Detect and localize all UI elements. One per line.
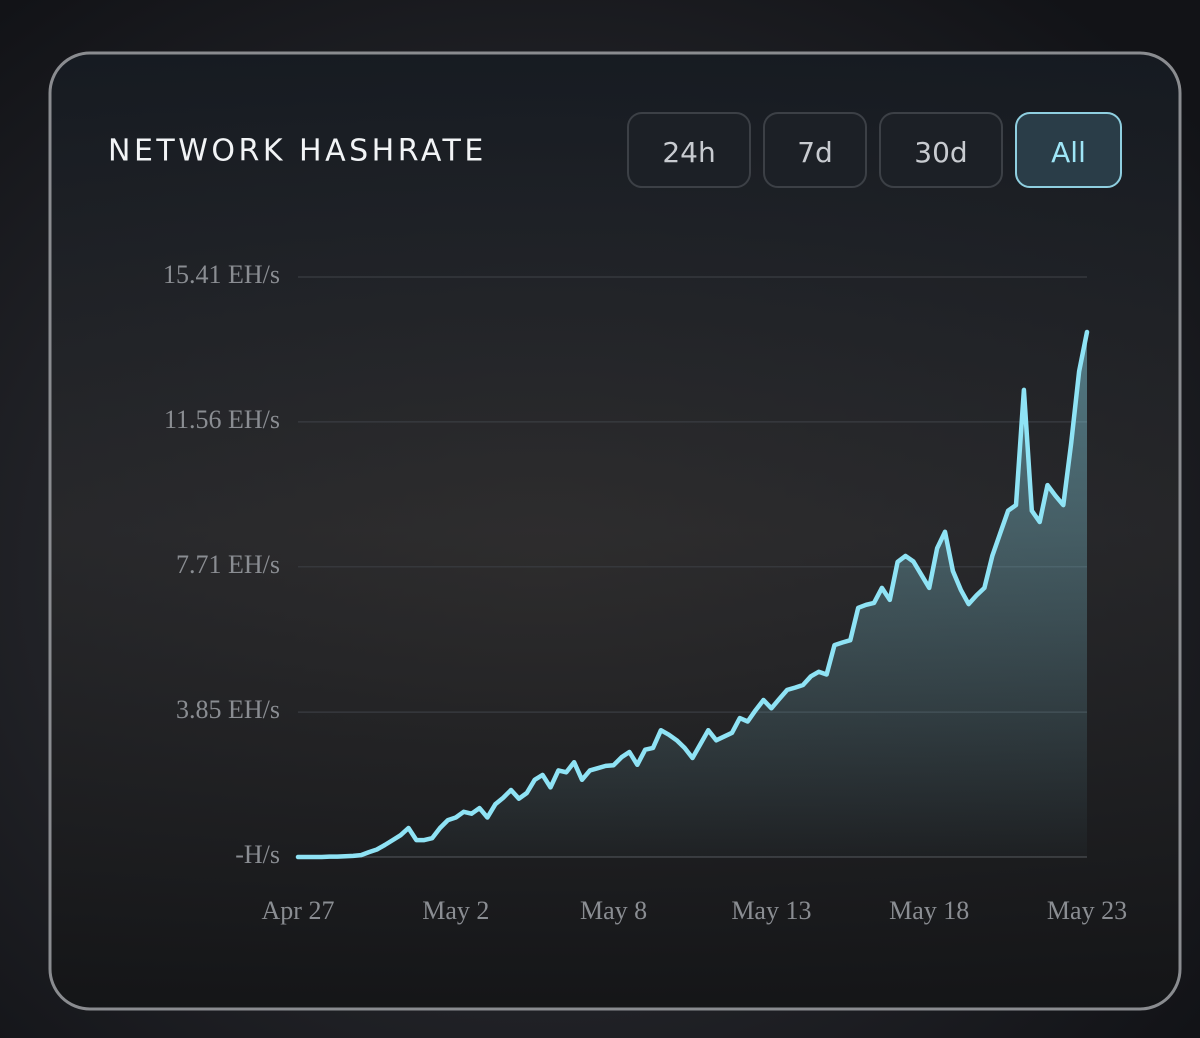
range-button[interactable]: [1015, 112, 1122, 188]
line: [295, 329, 1090, 860]
x-tick-label: Apr 27: [262, 896, 335, 925]
x-tick-label: May 13: [731, 896, 811, 925]
y-tick-label: 11.56 EH/s: [164, 405, 280, 434]
range-button-label[interactable]: 30d: [914, 136, 967, 169]
range-button[interactable]: [763, 112, 867, 188]
chart-title: NETWORK HASHRATE: [108, 134, 487, 169]
y-tick-label: 7.71 EH/s: [176, 550, 280, 579]
range-button-label[interactable]: 7d: [797, 136, 833, 169]
range-button[interactable]: [627, 112, 751, 188]
range-button[interactable]: [879, 112, 1003, 188]
y-tick-label: -H/s: [235, 840, 280, 869]
range-button-label[interactable]: All: [1051, 136, 1086, 169]
y-tick-label: 3.85 EH/s: [176, 695, 280, 724]
x-tick-label: May 2: [422, 896, 489, 925]
y-tick-label: 15.41 EH/s: [163, 260, 280, 289]
x-tick-label: May 23: [1047, 896, 1127, 925]
x-tick-label: May 18: [889, 896, 969, 925]
range-button-label[interactable]: 24h: [662, 136, 715, 169]
x-tick-label: May 8: [580, 896, 647, 925]
area-fill: [298, 332, 1087, 857]
